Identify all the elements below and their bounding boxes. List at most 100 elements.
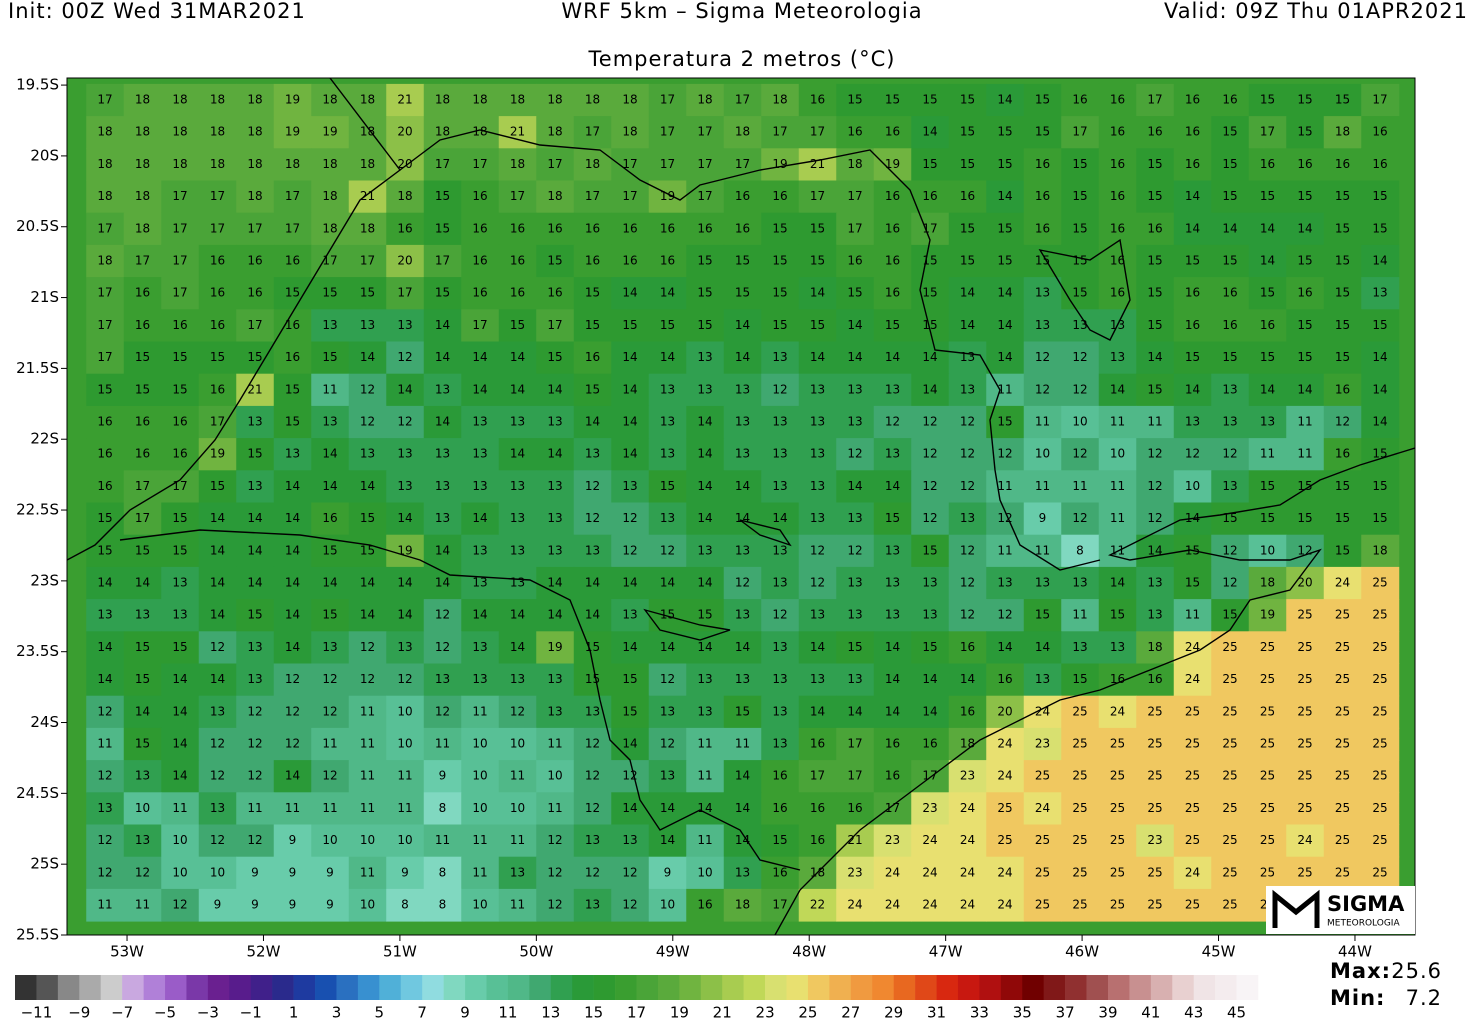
temperature-label: 16 (285, 318, 300, 332)
temperature-label: 16 (472, 286, 487, 300)
temperature-label: 17 (172, 221, 187, 235)
temperature-label: 13 (435, 382, 450, 396)
temperature-label: 16 (510, 221, 525, 235)
temperature-label: 15 (322, 286, 337, 300)
temperature-label: 15 (135, 543, 150, 557)
temperature-cell (273, 83, 312, 117)
temperature-cell (311, 824, 350, 858)
temperature-cell (386, 470, 425, 503)
temperature-label: 12 (1147, 511, 1162, 525)
temperature-cell (798, 888, 837, 922)
temperature-cell (386, 341, 425, 375)
temperature-cell (836, 405, 875, 439)
temperature-label: 13 (1035, 318, 1050, 332)
temperature-cell (611, 212, 650, 246)
y-tick-label: 24S (30, 713, 59, 731)
temperature-cell (423, 695, 462, 729)
colorbar-swatch (850, 975, 873, 1000)
temperature-label: 11 (1035, 479, 1050, 493)
temperature-label: 11 (360, 865, 375, 879)
x-tick-label: 48W (792, 943, 826, 961)
temperature-label: 11 (397, 769, 412, 783)
temperature-label: 15 (172, 511, 187, 525)
temperature-cell (723, 631, 762, 664)
temperature-cell (686, 148, 725, 181)
temperature-cell (573, 631, 612, 664)
temperature-cell (686, 824, 725, 858)
temperature-label: 11 (1110, 511, 1125, 525)
temperature-label: 9 (289, 865, 297, 879)
temperature-cell (86, 888, 125, 922)
temperature-cell (161, 212, 200, 246)
temperature-label: 14 (210, 511, 225, 525)
temperature-cell (1286, 373, 1325, 407)
temperature-label: 12 (435, 704, 450, 718)
temperature-cell (236, 277, 275, 310)
temperature-label: 16 (922, 189, 937, 203)
temperature-cell (911, 727, 950, 761)
temperature-label: 25 (1297, 865, 1312, 879)
temperature-label: 8 (1076, 543, 1084, 557)
temperature-cell (1211, 792, 1250, 825)
temperature-label: 14 (1185, 189, 1200, 203)
temperature-cell (1061, 244, 1100, 278)
temperature-label: 16 (772, 865, 787, 879)
temperature-label: 12 (397, 350, 412, 364)
temperature-label: 13 (1072, 318, 1087, 332)
temperature-label: 13 (172, 608, 187, 622)
temperature-label: 14 (435, 350, 450, 364)
temperature-cell (686, 727, 725, 761)
temperature-label: 12 (997, 511, 1012, 525)
temperature-cell (1323, 727, 1362, 761)
temperature-label: 14 (435, 543, 450, 557)
temperature-cell (1098, 695, 1137, 729)
temperature-label: 14 (322, 479, 337, 493)
temperature-label: 13 (697, 543, 712, 557)
temperature-cell (911, 277, 950, 310)
temperature-cell (1136, 824, 1175, 858)
temperature-cell (648, 856, 687, 890)
temperature-cell (1248, 244, 1287, 278)
temperature-cell (198, 663, 237, 697)
max-value: 25.6 (1391, 959, 1442, 983)
temperature-label: 12 (1072, 382, 1087, 396)
colorbar-swatch (1236, 975, 1259, 1000)
temperature-label: 25 (1372, 769, 1387, 783)
temperature-cell (1098, 83, 1137, 117)
temperature-cell (1061, 502, 1100, 536)
temperature-cell (948, 599, 987, 632)
temperature-label: 15 (1335, 479, 1350, 493)
temperature-label: 20 (397, 125, 412, 139)
temperature-label: 17 (135, 479, 150, 493)
temperature-cell (311, 341, 350, 375)
colorbar-label: 27 (841, 1004, 860, 1021)
temperature-label: 12 (1147, 479, 1162, 493)
temperature-label: 16 (210, 254, 225, 268)
temperature-label: 11 (697, 737, 712, 751)
temperature-label: 25 (1222, 865, 1237, 879)
temperature-label: 25 (1260, 769, 1275, 783)
temperature-cell (873, 148, 912, 181)
temperature-label: 17 (135, 254, 150, 268)
temperature-cell (423, 534, 462, 568)
temperature-label: 15 (285, 286, 300, 300)
temperature-cell (1323, 663, 1362, 697)
temperature-cell (948, 760, 987, 793)
temperature-cell (761, 792, 800, 825)
temperature-cell (498, 341, 537, 375)
temperature-cell (986, 277, 1025, 310)
temperature-cell (1061, 438, 1100, 471)
temperature-label: 12 (360, 382, 375, 396)
heatmap: 17 18 18 18 18 19 18 18 21 18 18 18 18 18 18 17 18 17 18 16… (86, 83, 1400, 922)
temperature-label: 11 (697, 769, 712, 783)
temperature-label: 14 (285, 543, 300, 557)
temperature-cell (1361, 180, 1400, 214)
temperature-label: 25 (1110, 737, 1125, 751)
temperature-label: 10 (510, 737, 525, 751)
temperature-cell (423, 83, 462, 117)
temperature-label: 17 (735, 93, 750, 107)
x-tick-label: 49W (656, 943, 690, 961)
temperature-label: 11 (285, 801, 300, 815)
temperature-cell (686, 888, 725, 922)
temperature-cell (123, 856, 162, 890)
